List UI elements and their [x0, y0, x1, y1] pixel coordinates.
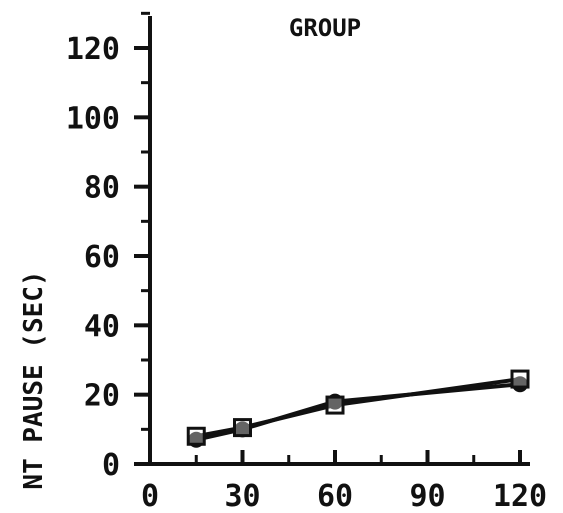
- y-tick-label: 100: [66, 101, 120, 136]
- y-axis-label: NT PAUSE (SEC): [19, 270, 49, 489]
- y-tick-label: 80: [84, 171, 120, 206]
- data-point-square: [510, 369, 530, 389]
- x-tick-label: 0: [141, 479, 159, 513]
- y-ticks: 0 20 40 60 80 100 120: [66, 11, 150, 483]
- x-tick-label: 30: [224, 479, 260, 513]
- y-tick-label: 60: [84, 240, 120, 275]
- y-tick-label: 40: [84, 309, 120, 344]
- x-tick-label: 90: [409, 479, 445, 513]
- x-tick-label: 60: [317, 479, 353, 513]
- data-point-square: [186, 426, 206, 446]
- y-tick-label: 20: [84, 379, 120, 414]
- axes: [148, 16, 530, 466]
- series-line-2: [195, 377, 521, 439]
- x-ticks: 0 30 60 90 120: [141, 450, 547, 513]
- chart-title: GROUP: [289, 14, 361, 42]
- y-tick-label: 0: [102, 448, 120, 483]
- x-tick-label: 120: [493, 479, 547, 513]
- data-point-square: [325, 395, 345, 415]
- series-layer: [186, 369, 530, 448]
- data-point-square: [233, 418, 252, 438]
- y-tick-label: 120: [66, 32, 120, 67]
